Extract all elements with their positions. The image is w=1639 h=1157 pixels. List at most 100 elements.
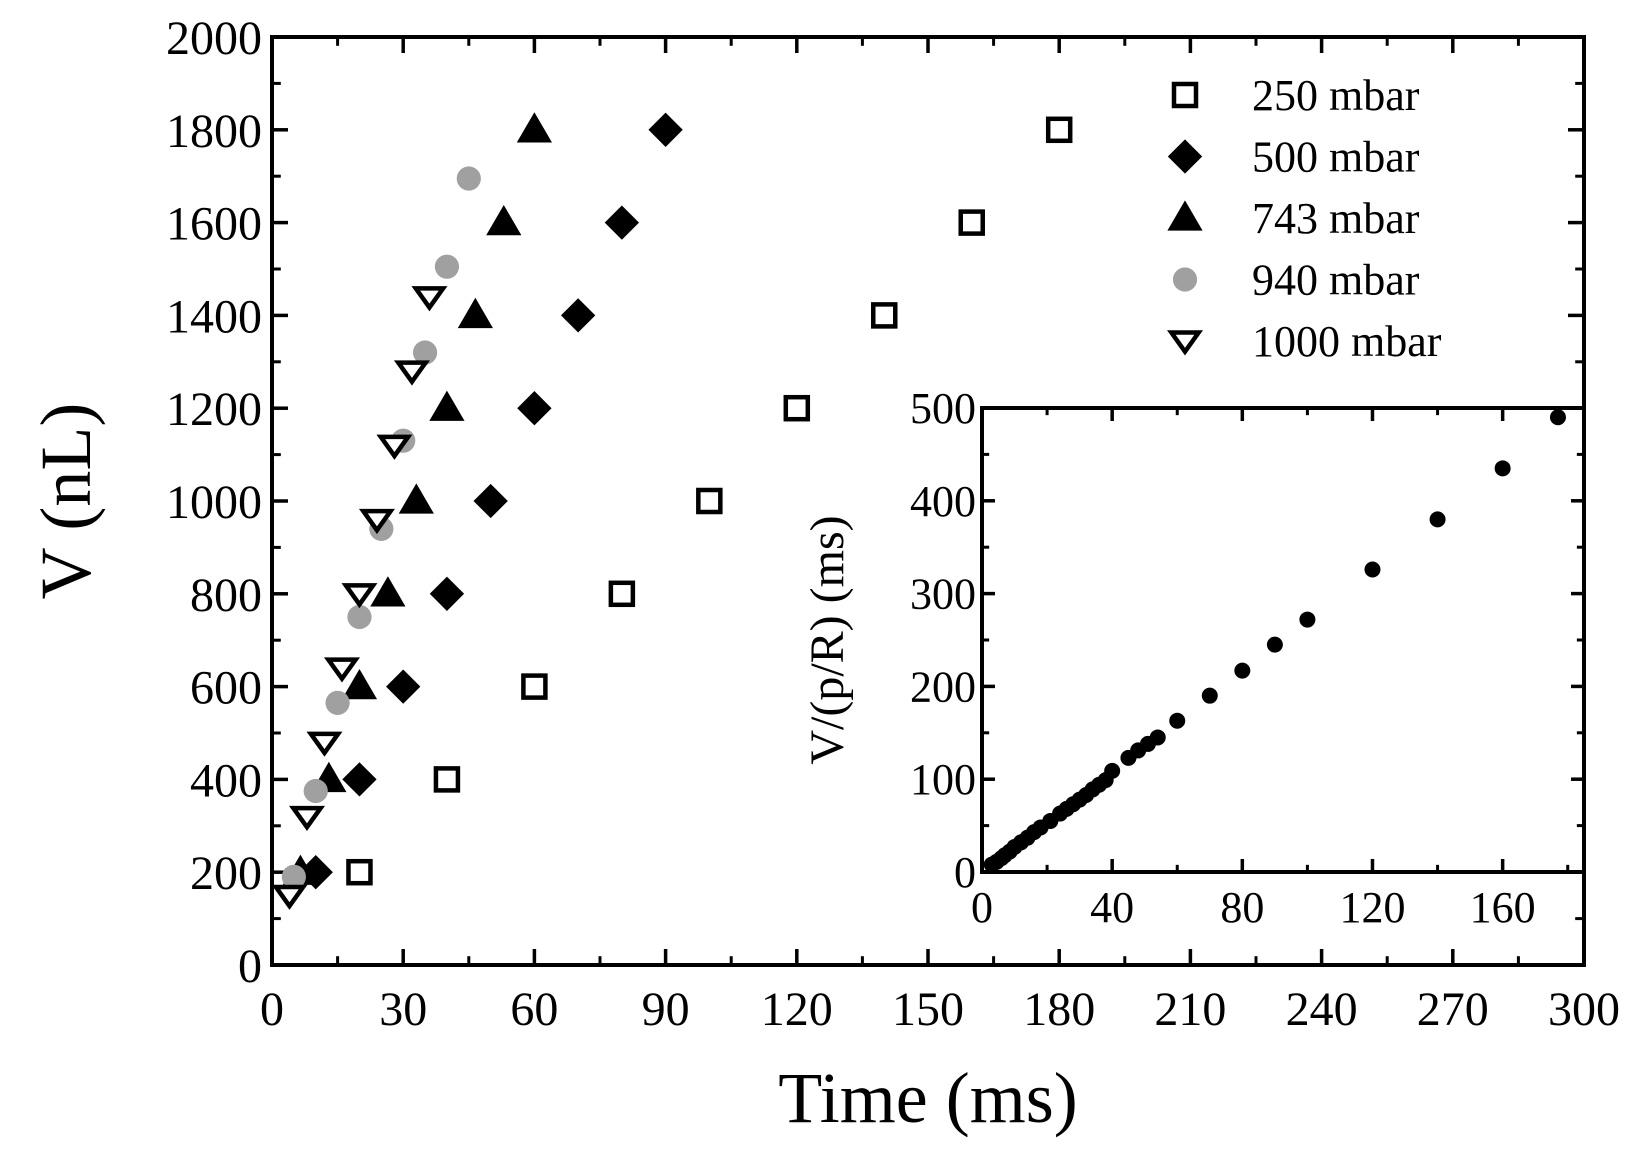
- legend-marker: [1167, 139, 1203, 174]
- data-point: [473, 483, 508, 519]
- data-point: [604, 205, 640, 240]
- legend-label: 500 mbar: [1252, 133, 1420, 182]
- data-point: [648, 112, 683, 147]
- data-point: [306, 731, 343, 757]
- y-tick-label: 200: [190, 847, 262, 900]
- data-point: [341, 669, 378, 700]
- data-point: [1494, 460, 1511, 477]
- y-tick-label: 400: [190, 754, 262, 807]
- data-point: [783, 394, 811, 422]
- data-point: [393, 360, 430, 386]
- data-point: [358, 508, 395, 535]
- data-point: [412, 340, 438, 365]
- data-point: [1299, 611, 1316, 628]
- data-point: [271, 884, 308, 910]
- data-point: [303, 778, 328, 804]
- series-500-mbar: [298, 112, 683, 890]
- data-point: [1364, 561, 1381, 578]
- data-point: [1429, 511, 1446, 528]
- data-point: [398, 483, 434, 514]
- x-tick-label: 90: [642, 983, 690, 1036]
- x-tick-label: 120: [1339, 883, 1405, 932]
- data-point: [281, 864, 306, 889]
- inset-y-axis-title: V/(p/R) (ms): [801, 515, 854, 764]
- data-point: [871, 302, 898, 329]
- x-tick-label: 0: [971, 883, 993, 932]
- data-point: [288, 805, 325, 832]
- main-plot: 0 30 60 90 120 150 180 210 240 270 300020040060080…: [26, 12, 1620, 1138]
- y-tick-label: 0: [954, 848, 976, 897]
- legend-label: 743 mbar: [1252, 194, 1420, 243]
- data-point: [341, 583, 378, 609]
- data-point: [429, 390, 465, 421]
- data-point: [958, 209, 985, 236]
- y-axis-title: V (nL): [26, 403, 106, 600]
- y-tick-label: 1000: [166, 476, 262, 529]
- data-point: [386, 669, 421, 704]
- series-250-mbar: [346, 116, 1073, 886]
- data-point: [342, 762, 377, 797]
- legend-item: 500 mbar: [1167, 133, 1420, 182]
- data-point: [347, 604, 372, 630]
- data-point: [1234, 662, 1251, 679]
- legend-marker: [1166, 330, 1204, 356]
- y-tick-label: 500: [910, 384, 976, 433]
- data-point: [456, 166, 481, 191]
- x-tick-label: 30: [379, 983, 427, 1036]
- series-inset: [983, 409, 1566, 873]
- data-point: [457, 297, 493, 329]
- legend: 250 mbar 500 mbar 743 mbar 940 mbar 1000 mba…: [1166, 71, 1442, 366]
- data-point: [323, 657, 360, 683]
- y-tick-label: 100: [910, 755, 976, 804]
- y-tick-label: 2000: [166, 12, 262, 65]
- series-1000-mbar: [271, 286, 448, 910]
- data-point: [1201, 687, 1218, 704]
- x-tick-label: 210: [1154, 983, 1226, 1036]
- data-point: [517, 391, 552, 426]
- y-tick-label: 800: [190, 569, 262, 622]
- data-point: [608, 580, 636, 608]
- data-point: [1045, 116, 1073, 144]
- y-tick-label: 400: [910, 477, 976, 526]
- inset-plot: 0 40 80 120 160 0 100 200 300 400 500 V/(p/R) (ms): [801, 384, 1586, 932]
- x-tick-label: 60: [510, 983, 558, 1036]
- legend-marker: [1172, 267, 1198, 292]
- x-tick-label: 240: [1286, 983, 1358, 1036]
- plot-frame: [980, 406, 1586, 874]
- y-tick-label: 1200: [166, 383, 262, 436]
- data-point: [1266, 636, 1283, 653]
- x-tick-label: 180: [1023, 983, 1095, 1036]
- y-tick-label: 200: [910, 662, 976, 711]
- legend-label: 250 mbar: [1252, 71, 1420, 120]
- data-point: [1169, 712, 1186, 729]
- x-axis-title: Time (ms): [778, 1058, 1077, 1138]
- data-point: [516, 112, 552, 143]
- legend-label: 940 mbar: [1252, 256, 1420, 305]
- legend-marker: [1167, 200, 1203, 231]
- x-tick-label: 150: [892, 983, 964, 1036]
- x-tick-label: 40: [1090, 883, 1134, 932]
- x-tick-label: 120: [761, 983, 833, 1036]
- legend-item: 1000 mbar: [1166, 317, 1442, 366]
- series-743-mbar: [282, 112, 552, 885]
- y-tick-label: 0: [238, 940, 262, 993]
- data-point: [696, 487, 723, 515]
- y-tick-label: 300: [910, 570, 976, 619]
- x-tick-label: 0: [260, 983, 284, 1036]
- data-point: [346, 858, 373, 886]
- data-point: [370, 576, 406, 607]
- legend-marker: [1171, 81, 1199, 109]
- data-point: [560, 298, 596, 333]
- data-point: [486, 205, 522, 236]
- data-point: [434, 254, 460, 279]
- y-tick-label: 1800: [166, 105, 262, 158]
- y-tick-label: 600: [190, 662, 262, 715]
- legend-item: 250 mbar: [1171, 71, 1420, 120]
- data-point: [376, 434, 413, 460]
- x-tick-label: 80: [1220, 883, 1264, 932]
- y-tick-label: 1600: [166, 198, 262, 251]
- legend-label: 1000 mbar: [1252, 317, 1442, 366]
- data-point: [1149, 729, 1166, 746]
- data-point: [1549, 409, 1566, 426]
